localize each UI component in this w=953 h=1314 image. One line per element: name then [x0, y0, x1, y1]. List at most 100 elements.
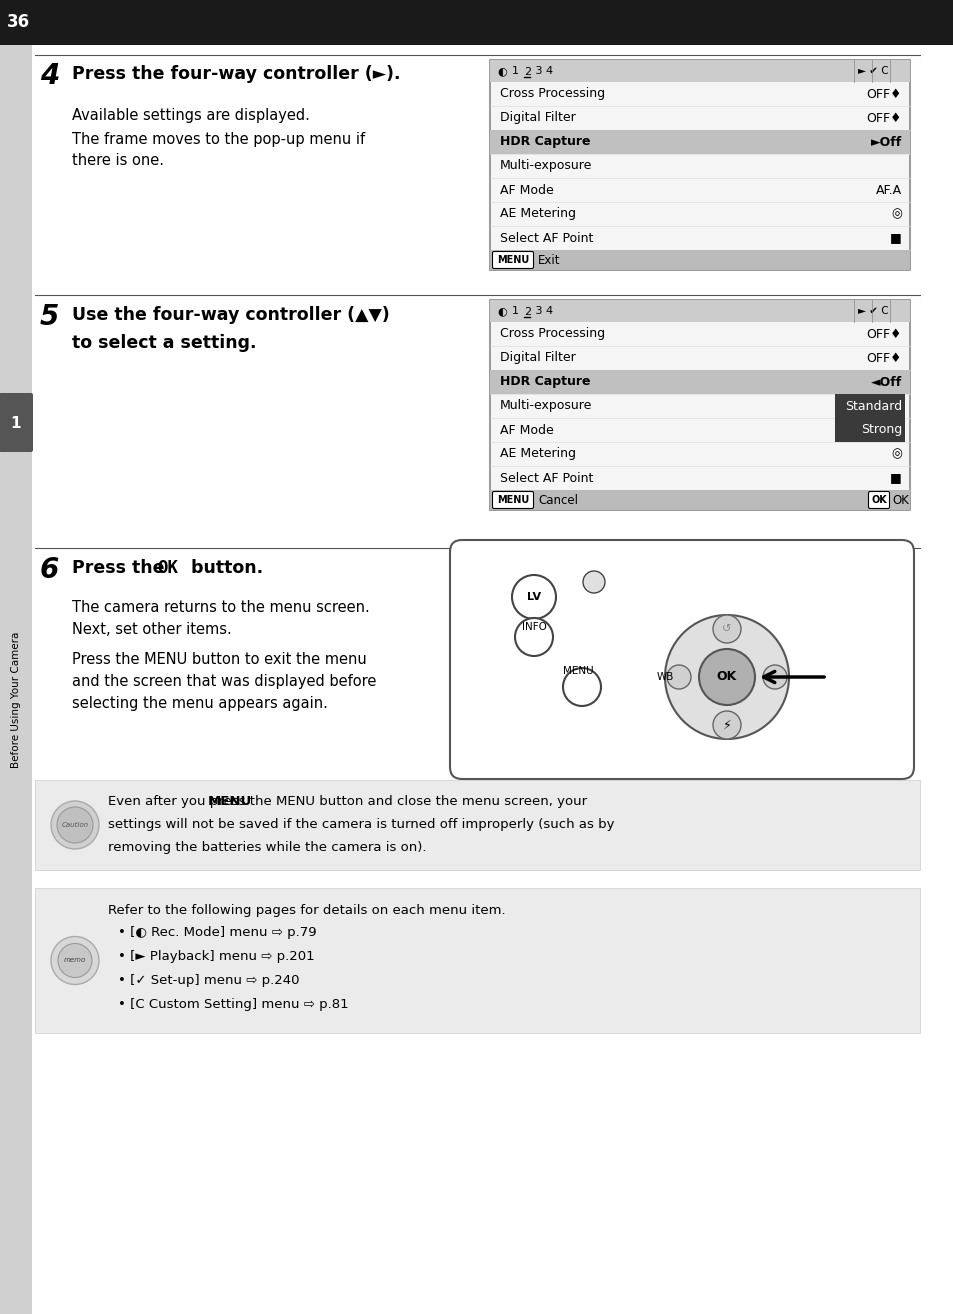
Circle shape [712, 615, 740, 643]
Text: Available settings are displayed.: Available settings are displayed. [71, 108, 310, 124]
Text: MENU: MENU [497, 255, 529, 265]
Text: OK: OK [157, 558, 178, 577]
Bar [490, 490, 909, 510]
Text: OFF♦: OFF♦ [865, 352, 901, 364]
Text: 4: 4 [40, 62, 59, 89]
Text: MENU: MENU [562, 666, 593, 675]
Text: Cancel: Cancel [537, 494, 578, 506]
Bar [490, 60, 909, 269]
Text: 5: 5 [40, 304, 59, 331]
Text: OK: OK [891, 494, 908, 506]
Text: OFF♦: OFF♦ [865, 327, 901, 340]
Text: 1: 1 [512, 66, 522, 76]
Text: Before Using Your Camera: Before Using Your Camera [11, 632, 21, 769]
Text: Cross Processing: Cross Processing [499, 327, 604, 340]
Text: Cross Processing: Cross Processing [499, 88, 604, 100]
Text: • [C Custom Setting] menu ⇨ p.81: • [C Custom Setting] menu ⇨ p.81 [118, 999, 348, 1010]
Text: MENU: MENU [497, 495, 529, 505]
Text: selecting the menu appears again.: selecting the menu appears again. [71, 696, 328, 711]
Text: Exit: Exit [537, 254, 560, 267]
Circle shape [51, 802, 99, 849]
Text: Multi-exposure: Multi-exposure [499, 159, 592, 172]
Text: OFF♦: OFF♦ [865, 112, 901, 125]
Text: Select AF Point: Select AF Point [499, 231, 593, 244]
Text: ■: ■ [889, 472, 901, 485]
Text: 1: 1 [512, 306, 522, 315]
Text: AE Metering: AE Metering [499, 208, 576, 221]
Text: Digital Filter: Digital Filter [499, 352, 576, 364]
Text: 3 4: 3 4 [532, 306, 553, 315]
Bar [490, 371, 909, 394]
Text: • [► Playback] menu ⇨ p.201: • [► Playback] menu ⇨ p.201 [118, 950, 314, 963]
Bar [35, 781, 919, 870]
Text: OK: OK [870, 495, 886, 505]
Circle shape [666, 665, 690, 689]
Text: button.: button. [185, 558, 263, 577]
Text: ◎: ◎ [890, 208, 901, 221]
Text: Caution: Caution [61, 823, 89, 828]
Circle shape [515, 618, 553, 656]
Text: 1: 1 [10, 415, 21, 431]
FancyBboxPatch shape [450, 540, 913, 779]
Text: settings will not be saved if the camera is turned off improperly (such as by: settings will not be saved if the camera… [108, 819, 614, 830]
Circle shape [562, 668, 600, 706]
Text: AF.A: AF.A [875, 184, 901, 197]
FancyBboxPatch shape [0, 393, 33, 452]
Text: INFO: INFO [521, 622, 546, 632]
Text: ↺: ↺ [721, 624, 731, 633]
Text: Even after you press the MENU button and close the menu screen, your: Even after you press the MENU button and… [108, 795, 586, 808]
Text: Strong: Strong [860, 423, 901, 436]
Text: and the screen that was displayed before: and the screen that was displayed before [71, 674, 376, 689]
Text: 2: 2 [523, 307, 531, 317]
Text: memo: memo [64, 958, 86, 963]
Bar [35, 888, 919, 1033]
Text: ◄Off: ◄Off [870, 376, 901, 389]
Text: MENU: MENU [208, 795, 252, 808]
Bar [0, 0, 953, 45]
Text: Press the four-way controller (►).: Press the four-way controller (►). [71, 64, 400, 83]
Text: to select a setting.: to select a setting. [71, 334, 256, 352]
Text: ◎: ◎ [890, 448, 901, 460]
Circle shape [512, 576, 556, 619]
Circle shape [57, 807, 92, 844]
Circle shape [762, 665, 786, 689]
Text: The frame moves to the pop-up menu if: The frame moves to the pop-up menu if [71, 131, 365, 147]
Bar [490, 60, 909, 81]
Bar [0, 0, 32, 1314]
Text: WB: WB [656, 671, 673, 682]
Circle shape [712, 711, 740, 738]
Bar [490, 250, 909, 269]
Text: AE Metering: AE Metering [499, 448, 576, 460]
Text: Digital Filter: Digital Filter [499, 112, 576, 125]
Text: removing the batteries while the camera is on).: removing the batteries while the camera … [108, 841, 426, 854]
Text: Select AF Point: Select AF Point [499, 472, 593, 485]
Bar [490, 130, 909, 154]
Text: 6: 6 [40, 556, 59, 583]
Text: The camera returns to the menu screen.: The camera returns to the menu screen. [71, 600, 370, 615]
Text: OFF♦: OFF♦ [865, 88, 901, 100]
FancyBboxPatch shape [492, 251, 533, 268]
Text: Press the MENU button to exit the menu: Press the MENU button to exit the menu [71, 652, 366, 668]
Text: • [◐ Rec. Mode] menu ⇨ p.79: • [◐ Rec. Mode] menu ⇨ p.79 [118, 926, 316, 940]
Circle shape [51, 937, 99, 984]
Text: 2: 2 [523, 67, 531, 78]
Bar [490, 300, 909, 322]
Text: there is one.: there is one. [71, 152, 164, 168]
Text: ►Off: ►Off [870, 135, 901, 148]
Text: HDR Capture: HDR Capture [499, 135, 590, 148]
Circle shape [699, 649, 754, 706]
Circle shape [582, 572, 604, 593]
Text: ► ✔ C: ► ✔ C [857, 306, 887, 315]
Text: HDR Capture: HDR Capture [499, 376, 590, 389]
Circle shape [664, 615, 788, 738]
Circle shape [58, 943, 91, 978]
Bar [834, 394, 904, 418]
Text: ◐: ◐ [497, 306, 506, 315]
Bar [490, 300, 909, 510]
FancyBboxPatch shape [492, 491, 533, 509]
Text: • [✓ Set-up] menu ⇨ p.240: • [✓ Set-up] menu ⇨ p.240 [118, 974, 299, 987]
Text: Press the: Press the [71, 558, 171, 577]
Text: 36: 36 [7, 13, 30, 32]
Text: Use the four-way controller (▲▼): Use the four-way controller (▲▼) [71, 306, 390, 325]
Text: ► ✔ C: ► ✔ C [857, 66, 887, 76]
